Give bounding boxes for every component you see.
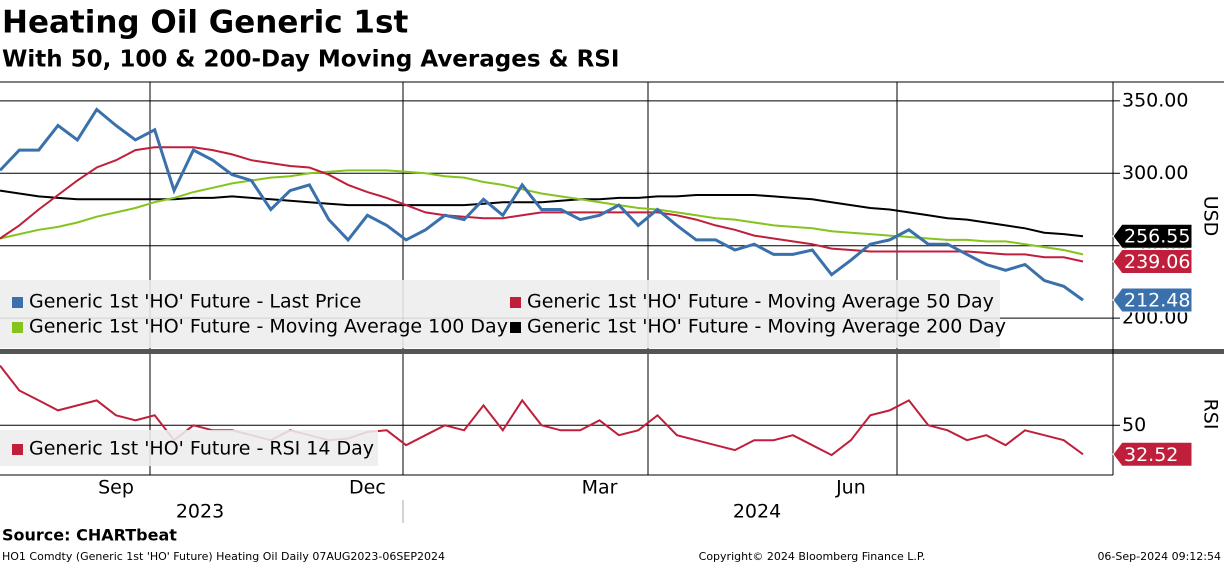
line-series — [0, 107, 1084, 302]
legend-label: Generic 1st 'HO' Future - Moving Average… — [29, 316, 508, 338]
line-series — [0, 146, 1084, 263]
last-value-label: 239.06 — [1124, 251, 1190, 273]
footer-right: 06-Sep-2024 09:12:54 — [1097, 550, 1221, 563]
y-tick-label: 300.00 — [1122, 162, 1188, 184]
last-value-box — [1112, 441, 1193, 467]
last-value-label: 32.52 — [1124, 444, 1178, 466]
y-axis-label: USD — [1200, 196, 1222, 237]
legend-label: Generic 1st 'HO' Future - Moving Average… — [527, 316, 1006, 338]
x-group-label: 2023 — [176, 501, 224, 523]
x-tick-label: Sep — [98, 477, 134, 499]
legend-swatch — [12, 444, 23, 455]
legend-label: Generic 1st 'HO' Future - RSI 14 Day — [29, 438, 374, 460]
x-tick-label: Dec — [349, 477, 386, 499]
last-value-label: 256.55 — [1124, 226, 1190, 248]
y-tick-label: 350.00 — [1122, 89, 1188, 111]
y-tick-label: 50 — [1122, 414, 1146, 436]
chart-title: Heating Oil Generic 1st — [2, 5, 408, 41]
legend-label: Generic 1st 'HO' Future - Moving Average… — [527, 291, 994, 313]
x-tick-label: Jun — [835, 477, 866, 499]
legend-swatch — [510, 322, 521, 333]
legend-swatch — [12, 322, 23, 333]
x-group-label: 2024 — [733, 501, 781, 523]
legend-swatch — [510, 297, 521, 308]
footer-left: HO1 Comdty (Generic 1st 'HO' Future) Hea… — [2, 550, 445, 563]
last-value-box — [1112, 223, 1193, 249]
line-series — [0, 169, 1084, 256]
legend-box — [0, 430, 378, 466]
x-tick-label: Mar — [582, 477, 618, 499]
last-value-label: 212.48 — [1124, 290, 1190, 312]
panel-separator — [0, 349, 1224, 354]
line-series — [0, 189, 1084, 238]
last-value-box — [1112, 287, 1193, 313]
legend-box — [0, 280, 1000, 348]
legend-label: Generic 1st 'HO' Future - Last Price — [29, 291, 361, 313]
source: Source: CHARTbeat — [2, 526, 177, 545]
last-value-box — [1112, 249, 1193, 275]
legend-swatch — [12, 297, 23, 308]
y-axis-label: RSI — [1200, 399, 1222, 430]
chart-subtitle: With 50, 100 & 200-Day Moving Averages &… — [2, 47, 619, 73]
footer-center: Copyright© 2024 Bloomberg Finance L.P. — [699, 550, 926, 563]
